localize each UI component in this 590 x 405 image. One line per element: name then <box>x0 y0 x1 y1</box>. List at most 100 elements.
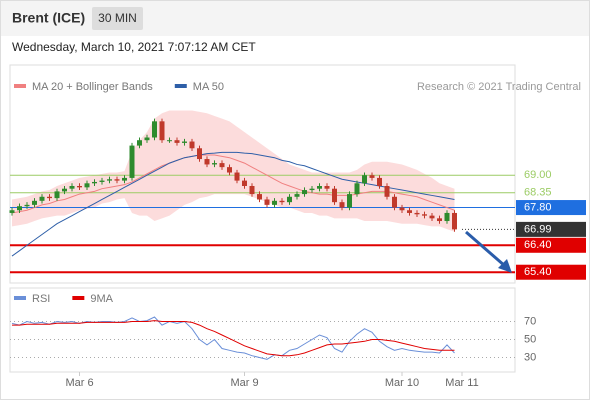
candle-body <box>92 181 97 184</box>
candle-body <box>182 141 187 143</box>
candle-body <box>429 215 435 219</box>
y-tick-label: 50 <box>524 333 536 345</box>
level-label-box <box>516 264 586 280</box>
level-label: 69.00 <box>524 169 552 181</box>
x-tick-label: Mar 9 <box>230 377 258 389</box>
candle-body <box>197 148 202 160</box>
candle-body <box>339 202 345 208</box>
x-tick-label: Mar 6 <box>65 377 93 389</box>
legend-swatch <box>174 84 187 88</box>
candle-body <box>9 210 15 213</box>
candle-body <box>354 183 360 195</box>
candle-body <box>332 188 337 203</box>
level-label-box <box>516 237 586 253</box>
candle-body <box>362 175 367 184</box>
level-label: 66.40 <box>524 239 552 251</box>
candle-body <box>272 200 277 205</box>
candle-body <box>137 140 142 146</box>
legend-label: 9MA <box>90 293 113 305</box>
forecast-arrowhead <box>498 259 512 273</box>
candle-body <box>17 206 22 211</box>
bollinger-band <box>12 110 455 232</box>
x-tick-label: Mar 10 <box>385 377 419 389</box>
candle-body <box>407 210 412 213</box>
candle-body <box>159 121 165 141</box>
candle-body <box>39 196 45 201</box>
candle-body <box>144 137 150 141</box>
candle-body <box>204 159 210 165</box>
candle-body <box>84 183 90 188</box>
legend-label: MA 20 + Bollinger Bands <box>32 81 153 93</box>
candle-body <box>309 188 315 191</box>
candle-body <box>227 167 232 173</box>
level-label-box <box>516 200 586 216</box>
level-label: 67.80 <box>524 201 552 213</box>
level-label-box <box>516 221 586 237</box>
candle-body <box>384 186 390 197</box>
timestamp: Wednesday, March 10, 2021 7:07:12 AM CET <box>12 40 256 54</box>
candle-body <box>264 199 270 205</box>
candle-body <box>257 194 262 200</box>
y-tick-label: 70 <box>524 315 536 327</box>
credit: Research © 2021 Trading Central <box>417 81 581 93</box>
candle-body <box>47 196 52 199</box>
y-tick-label: 30 <box>524 351 536 363</box>
candle-body <box>122 177 127 181</box>
candle-body <box>32 200 37 205</box>
candle-body <box>189 141 195 149</box>
candle-body <box>107 179 112 181</box>
candle-body <box>99 180 105 182</box>
legend-swatch <box>14 84 26 88</box>
level-label: 66.99 <box>524 223 552 235</box>
ma-line <box>11 154 455 214</box>
candle-body <box>114 179 120 181</box>
candle-body <box>77 186 82 188</box>
candle-body <box>347 194 352 208</box>
candle-body <box>369 175 375 178</box>
candle-body <box>54 191 60 199</box>
legend-swatch <box>72 296 85 300</box>
candle-body <box>302 190 307 195</box>
rsi-panel <box>9 287 516 373</box>
indicator-line <box>11 316 455 360</box>
header-bar <box>1 1 589 36</box>
candle-body <box>444 212 450 222</box>
legend-swatch <box>14 296 26 300</box>
candle-body <box>324 186 330 189</box>
candle-body <box>174 140 180 143</box>
candle-body <box>422 214 427 216</box>
candle-body <box>212 163 217 165</box>
candle-body <box>234 172 240 181</box>
candle-body <box>219 163 225 168</box>
candle-body <box>414 212 420 215</box>
candle-body <box>69 186 75 189</box>
candle-body <box>279 200 285 203</box>
candle-body <box>287 196 292 203</box>
candle-body <box>377 177 382 186</box>
legend-label: MA 50 <box>193 81 224 93</box>
timeframe[interactable]: 30 MIN <box>98 11 137 25</box>
x-tick-label: Mar 11 <box>445 377 478 389</box>
candle-body <box>392 196 397 208</box>
candle-body <box>399 207 405 211</box>
candle-body <box>452 212 457 230</box>
level-label: 65.40 <box>524 266 552 278</box>
candle-body <box>62 188 67 192</box>
candle-body <box>152 121 157 138</box>
candle-body <box>24 204 30 207</box>
candle-body <box>437 218 442 222</box>
indicator-line <box>12 320 455 357</box>
candle-body <box>242 180 247 186</box>
candle-body <box>294 194 300 197</box>
candle-body <box>317 186 322 189</box>
ma-line <box>11 151 455 257</box>
instrument-title: Brent (ICE) <box>12 10 85 26</box>
timeframe-badge[interactable] <box>92 7 143 30</box>
candle-body <box>249 186 255 195</box>
candle-body <box>167 140 172 142</box>
level-label: 68.35 <box>524 187 552 199</box>
candle-body <box>129 145 135 178</box>
price-panel <box>9 64 516 284</box>
